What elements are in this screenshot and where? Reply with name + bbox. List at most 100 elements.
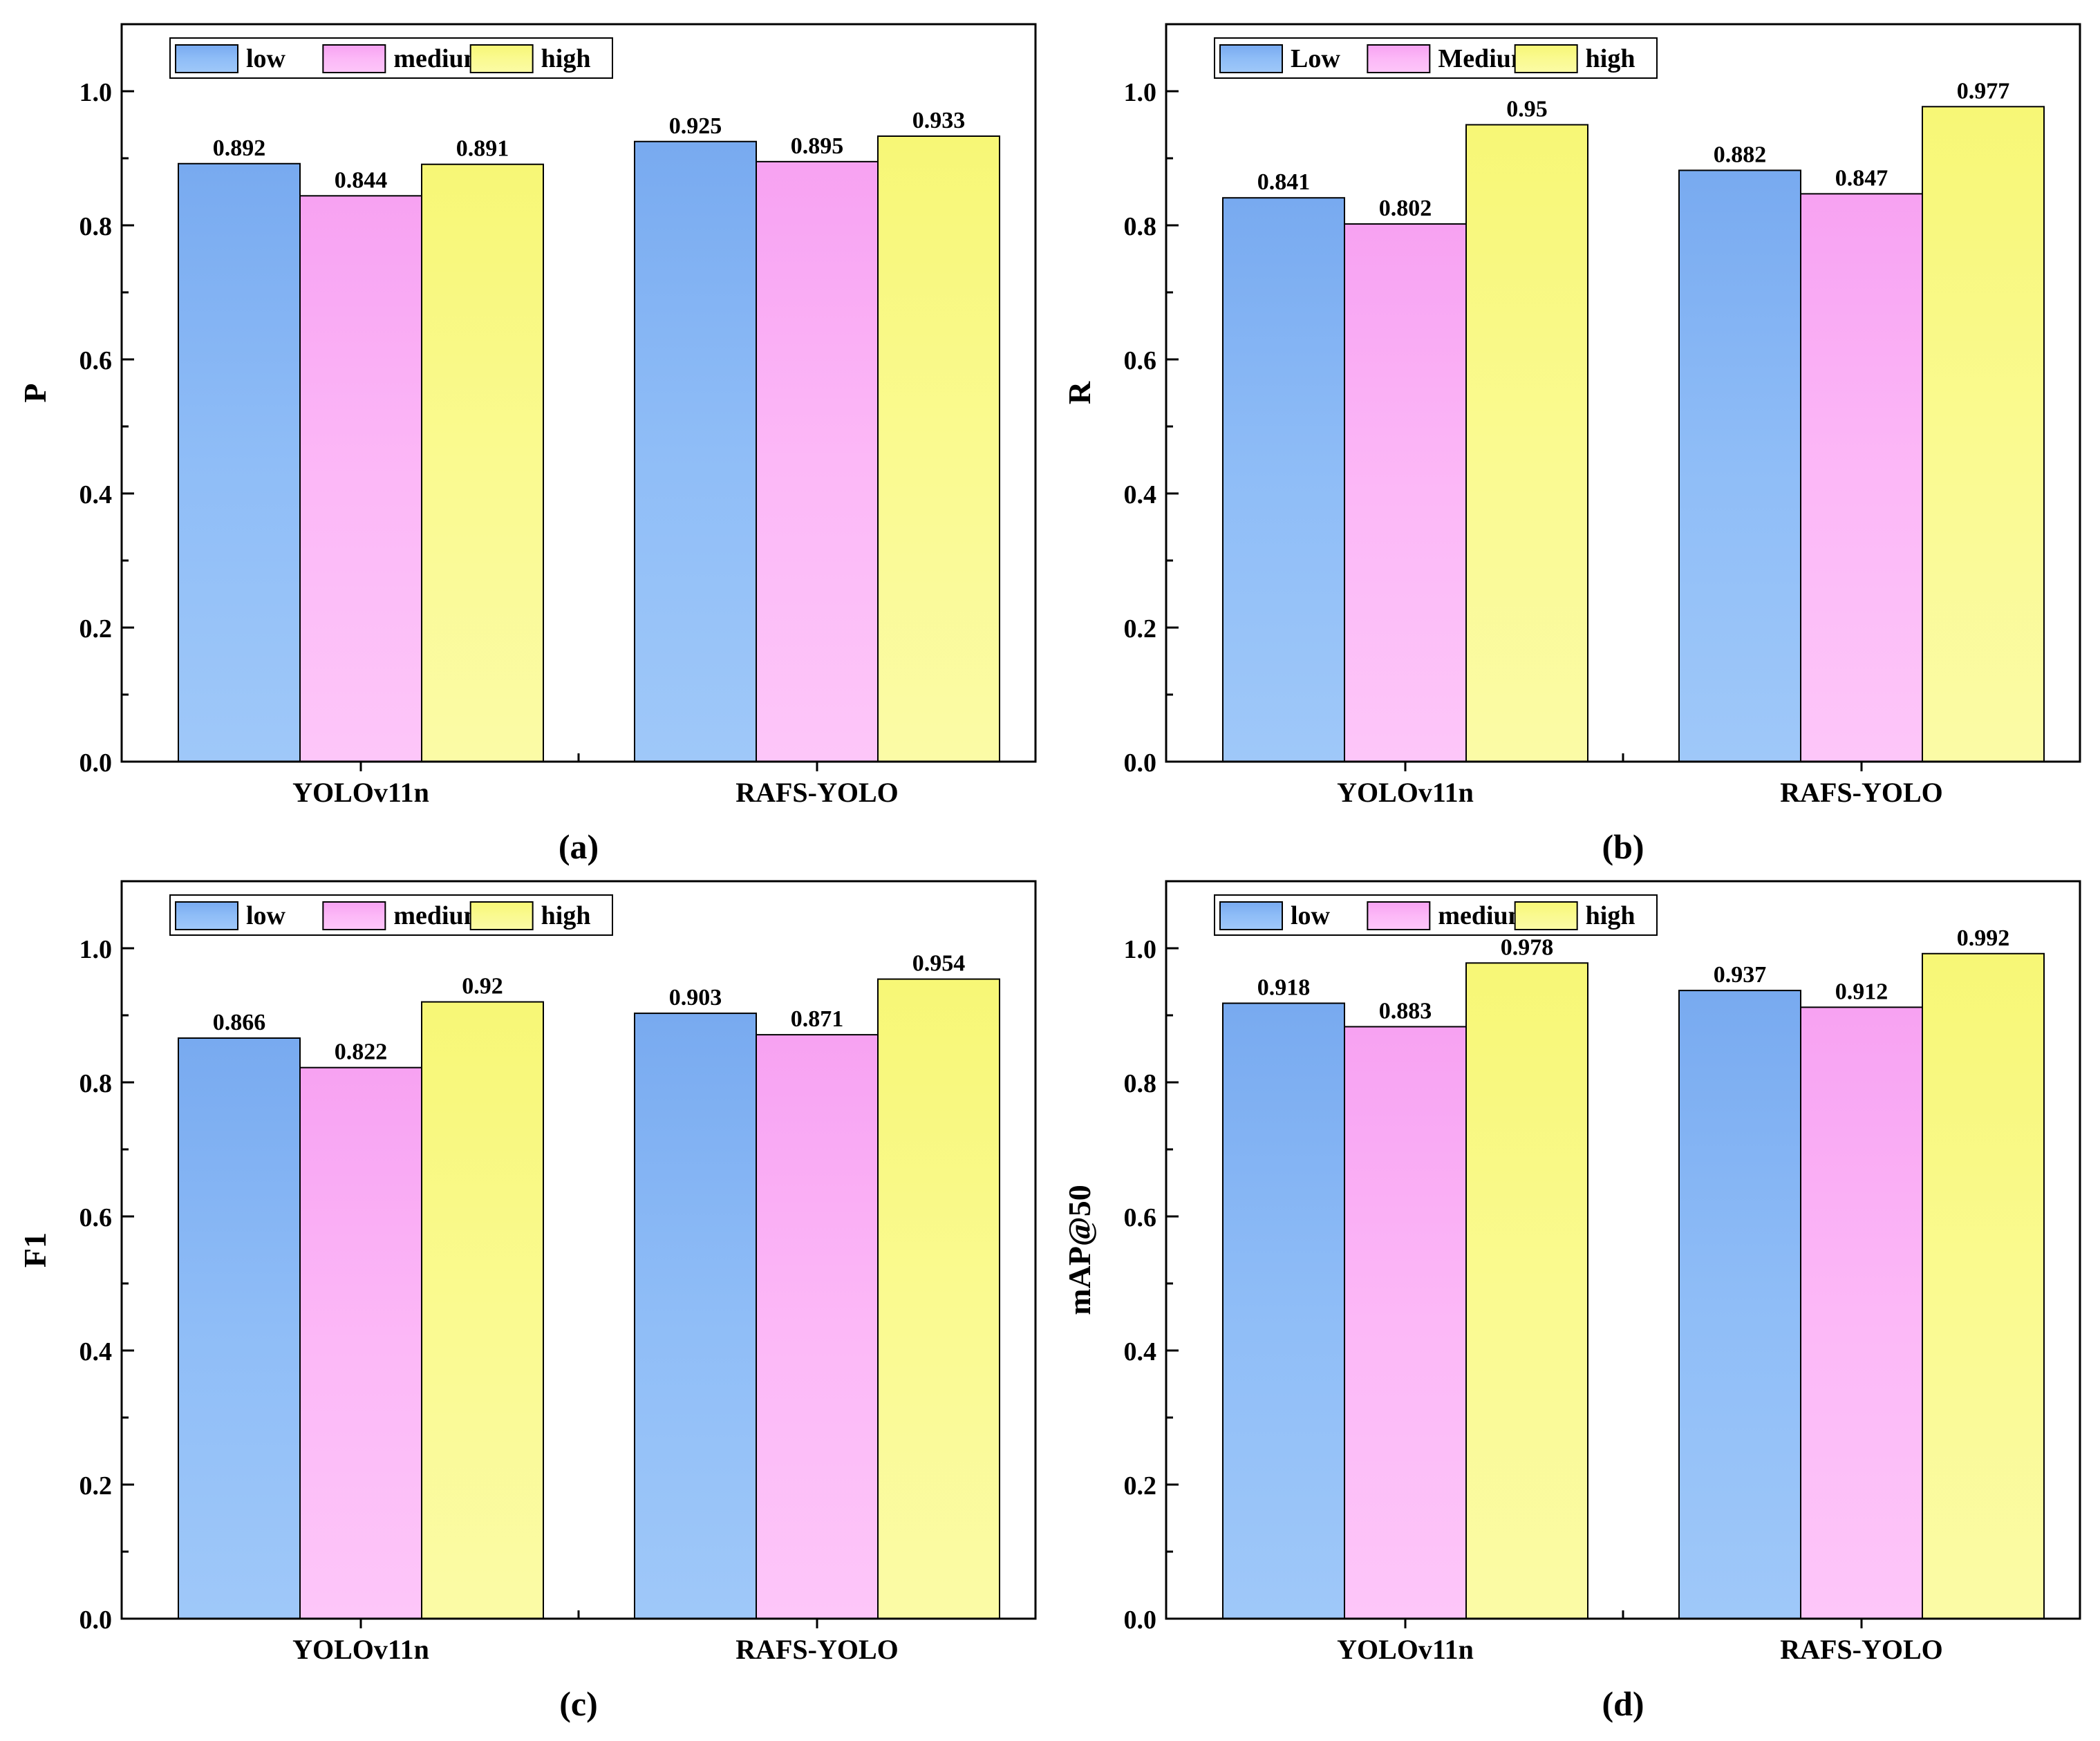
- bar-high-yolov11n: [1465, 124, 1588, 762]
- legend-label-low: low: [246, 901, 286, 930]
- bar-low-yolov11n: [1222, 197, 1345, 763]
- y-tick-label: 0.2: [79, 1471, 113, 1500]
- legend-swatch-high: [469, 44, 534, 73]
- legend-swatch-low: [1219, 44, 1283, 73]
- legend: [1214, 894, 1658, 936]
- y-tick-label: 0.6: [1124, 346, 1157, 375]
- bar-low-rafs-yolo: [634, 140, 757, 762]
- legend-label-low: low: [246, 44, 286, 73]
- data-label: 0.92: [462, 974, 503, 999]
- x-tick-label: RAFS-YOLO: [735, 777, 899, 808]
- x-tick-label: YOLOv11n: [292, 1634, 429, 1665]
- y-tick-label: 0.4: [79, 1337, 113, 1366]
- y-axis-label: F1: [17, 1232, 53, 1268]
- bar-medium-rafs-yolo: [1800, 1006, 1923, 1619]
- bar-high-yolov11n: [1465, 962, 1588, 1619]
- data-label: 0.937: [1714, 962, 1767, 988]
- data-label: 0.903: [669, 985, 722, 1010]
- data-label: 0.895: [791, 133, 844, 159]
- x-tick-label: RAFS-YOLO: [1780, 1634, 1943, 1665]
- y-tick-label: 0.6: [79, 346, 113, 375]
- y-tick-label: 0.8: [1124, 1069, 1157, 1098]
- data-label: 0.891: [456, 136, 509, 162]
- bar-high-rafs-yolo: [1922, 106, 2045, 762]
- panel-b: 0.841 0.882 0.802 0.847 0.95 0.977 0.0 0.2 0.4 0.…: [1062, 23, 2081, 866]
- bar-medium-yolov11n: [299, 1066, 422, 1620]
- data-label: 0.977: [1957, 78, 2010, 104]
- y-tick-label: 0.0: [79, 1606, 113, 1635]
- y-tick-label: 1.0: [1124, 78, 1157, 107]
- data-label: 0.822: [335, 1039, 388, 1065]
- legend-swatch-low: [175, 44, 238, 73]
- data-label: 0.912: [1835, 979, 1888, 1004]
- y-tick-label: 1.0: [79, 78, 113, 107]
- data-label: 0.933: [912, 108, 966, 133]
- legend: [169, 37, 613, 79]
- y-tick-label: 0.8: [79, 212, 113, 241]
- bar-high-rafs-yolo: [877, 978, 1000, 1619]
- panel-a: 0.892 0.925 0.844 0.895 0.891 0.933 0.0 0.2 0.4 0…: [17, 23, 1037, 866]
- panel-label: (a): [559, 827, 599, 866]
- bar-low-rafs-yolo: [634, 1013, 757, 1619]
- legend-swatch-medium: [322, 44, 386, 73]
- bar-high-rafs-yolo: [877, 135, 1000, 763]
- data-label: 0.802: [1379, 196, 1432, 221]
- y-tick-label: 0.6: [79, 1203, 113, 1232]
- data-label: 0.925: [669, 113, 722, 139]
- y-tick-label: 0.0: [1124, 1606, 1157, 1635]
- bar-low-yolov11n: [178, 162, 301, 762]
- data-label: 0.844: [335, 167, 388, 193]
- panel-label: (b): [1602, 827, 1644, 866]
- legend-swatch-medium: [1367, 901, 1431, 930]
- panel-d: 0.918 0.937 0.883 0.912 0.978 0.992 0.0 0.2 0.4 0…: [1062, 880, 2081, 1723]
- y-axis-label: R: [1062, 381, 1097, 404]
- x-tick-label: YOLOv11n: [1337, 1634, 1474, 1665]
- data-label: 0.992: [1957, 925, 2010, 951]
- bar-high-rafs-yolo: [1922, 952, 2045, 1619]
- legend-label-high: high: [1586, 901, 1635, 930]
- bar-medium-rafs-yolo: [1800, 193, 1923, 763]
- legend-swatch-high: [469, 901, 534, 930]
- x-tick-label: YOLOv11n: [1337, 777, 1474, 808]
- y-tick-label: 0.4: [1124, 1337, 1157, 1366]
- y-tick-label: 0.2: [1124, 1471, 1157, 1500]
- bar-high-yolov11n: [421, 163, 544, 763]
- legend-swatch-high: [1514, 44, 1578, 73]
- legend: [169, 894, 613, 936]
- legend-label-low: low: [1291, 901, 1331, 930]
- y-tick-label: 0.4: [79, 480, 113, 509]
- legend-label-high: high: [1586, 44, 1635, 73]
- bar-low-rafs-yolo: [1678, 169, 1801, 762]
- x-tick-label: RAFS-YOLO: [1780, 777, 1943, 808]
- y-axis-label: P: [17, 383, 53, 402]
- y-tick-label: 0.0: [1124, 749, 1157, 778]
- panel-c: 0.866 0.903 0.822 0.871 0.92 0.954 0.0 0.2 0.4 0.…: [17, 880, 1037, 1723]
- y-tick-label: 0.8: [1124, 212, 1157, 241]
- legend-label-low: Low: [1291, 44, 1340, 73]
- y-tick-label: 0.0: [79, 749, 113, 778]
- legend-swatch-low: [1219, 901, 1283, 930]
- data-label: 0.892: [213, 135, 266, 161]
- legend-swatch-high: [1514, 901, 1578, 930]
- legend: [1214, 37, 1658, 79]
- data-label: 0.841: [1257, 169, 1311, 195]
- bar-low-yolov11n: [178, 1037, 301, 1619]
- data-label: 0.95: [1506, 97, 1548, 122]
- legend-label-high: high: [541, 901, 591, 930]
- panel-label: (d): [1602, 1684, 1644, 1723]
- data-label: 0.918: [1257, 975, 1311, 1001]
- legend-swatch-medium: [322, 901, 386, 930]
- data-label: 0.883: [1379, 998, 1432, 1024]
- bar-medium-yolov11n: [1344, 1026, 1467, 1619]
- data-label: 0.954: [912, 951, 966, 977]
- legend-swatch-medium: [1367, 44, 1431, 73]
- panel-label: (c): [559, 1684, 598, 1723]
- y-tick-label: 0.6: [1124, 1203, 1157, 1232]
- legend-swatch-low: [175, 901, 238, 930]
- data-label: 0.882: [1714, 142, 1767, 167]
- data-label: 0.847: [1835, 165, 1888, 191]
- bar-medium-yolov11n: [1344, 223, 1467, 762]
- legend-label-high: high: [541, 44, 591, 73]
- y-tick-label: 0.2: [79, 614, 113, 643]
